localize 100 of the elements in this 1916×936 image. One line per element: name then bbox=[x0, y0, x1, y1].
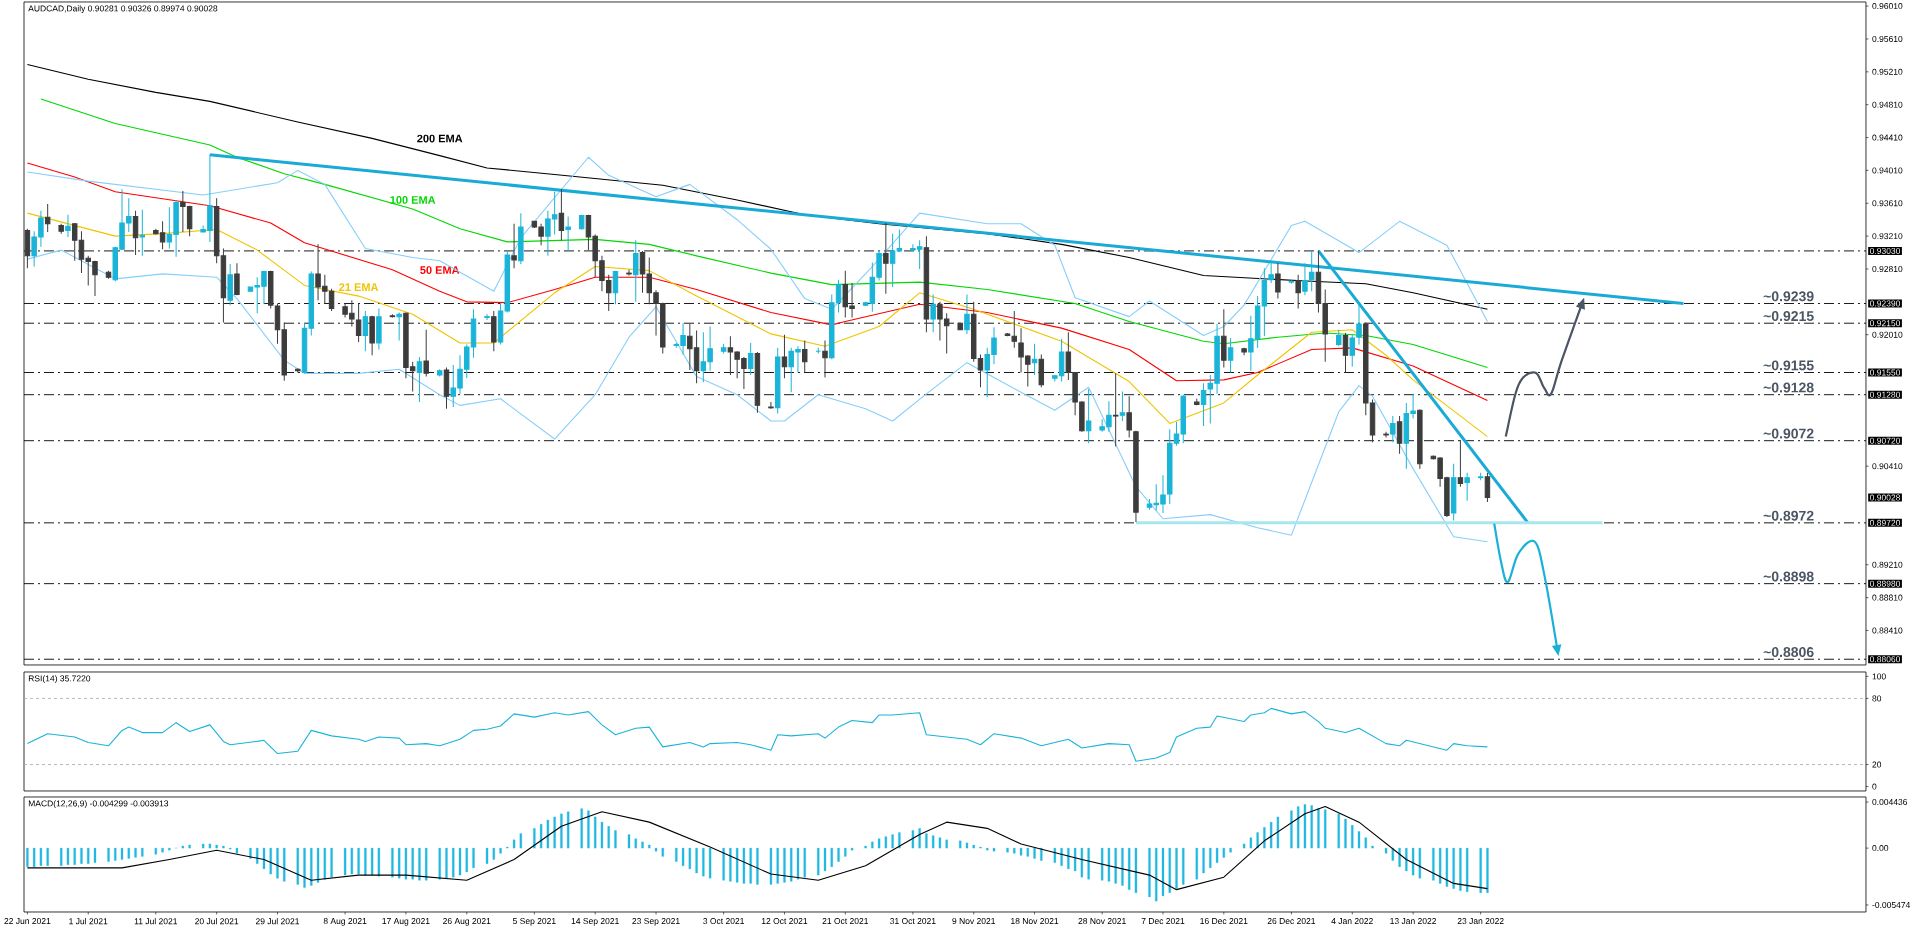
ref-line-label: ~0.9215 bbox=[1763, 311, 1814, 322]
bar bbox=[864, 845, 867, 849]
bar bbox=[1155, 847, 1158, 902]
bar bbox=[1168, 847, 1171, 893]
bar bbox=[39, 847, 43, 866]
bar bbox=[161, 847, 164, 853]
bar bbox=[627, 834, 631, 849]
bar bbox=[1229, 847, 1232, 853]
line-series bbox=[40, 98, 1488, 369]
candlestick bbox=[565, 215, 571, 252]
y-tick-label: -0.005474 bbox=[1872, 901, 1911, 908]
y-tick-label: 0.00 bbox=[1872, 845, 1889, 852]
bar bbox=[729, 847, 732, 882]
bar bbox=[492, 847, 495, 860]
bar bbox=[837, 847, 840, 862]
bar bbox=[201, 843, 205, 849]
bar bbox=[648, 844, 651, 849]
bar bbox=[1486, 847, 1489, 893]
candlestick bbox=[1112, 372, 1119, 447]
bar bbox=[742, 847, 746, 884]
bar bbox=[654, 847, 658, 852]
bar bbox=[580, 808, 583, 849]
bar bbox=[891, 834, 894, 849]
candlestick bbox=[1302, 262, 1308, 296]
series-label: 200 EMA bbox=[417, 134, 463, 143]
bar bbox=[499, 847, 502, 854]
bar bbox=[803, 847, 806, 878]
line-series bbox=[26, 806, 1488, 891]
bar bbox=[1418, 847, 1421, 879]
text: 0.90028 bbox=[1870, 494, 1901, 501]
ref-line-label: ~0.8972 bbox=[1763, 510, 1814, 521]
bar bbox=[134, 847, 137, 858]
text: 0.88060 bbox=[1870, 656, 1901, 663]
candlestick bbox=[781, 334, 788, 379]
bar bbox=[1452, 847, 1455, 889]
line-series bbox=[26, 212, 1488, 438]
text: 0.90720 bbox=[1870, 437, 1901, 444]
bar bbox=[262, 847, 266, 870]
bar bbox=[1432, 847, 1435, 881]
bar bbox=[938, 837, 942, 849]
bar bbox=[790, 847, 793, 882]
x-tick-label: 18 Nov 2021 bbox=[1011, 918, 1059, 925]
candlestick bbox=[612, 270, 619, 305]
bar bbox=[391, 847, 394, 878]
candlestick bbox=[802, 339, 808, 374]
line-series bbox=[26, 156, 1488, 337]
bar bbox=[276, 847, 279, 879]
bar bbox=[80, 847, 83, 864]
candlestick bbox=[558, 188, 565, 241]
bar bbox=[1026, 847, 1029, 857]
candlestick bbox=[964, 293, 970, 335]
bar bbox=[256, 847, 259, 864]
candlestick bbox=[511, 223, 517, 269]
candlestick bbox=[1221, 308, 1227, 369]
bar bbox=[749, 847, 752, 884]
bar bbox=[438, 847, 441, 880]
bar bbox=[959, 840, 962, 849]
bar bbox=[458, 847, 462, 876]
candlestick bbox=[1126, 395, 1132, 438]
bar bbox=[708, 847, 712, 879]
candlestick bbox=[1390, 415, 1396, 443]
bar bbox=[343, 847, 347, 876]
bar bbox=[796, 847, 800, 880]
x-tick-label: 14 Sep 2021 bbox=[571, 918, 619, 926]
y-tick-label: 0.95610 bbox=[1872, 35, 1903, 42]
bar bbox=[1121, 847, 1124, 886]
bar bbox=[310, 847, 313, 886]
y-tick-label: 0.93610 bbox=[1872, 200, 1903, 207]
bar bbox=[871, 841, 874, 849]
text: 0.91280 bbox=[1870, 391, 1901, 398]
y-tick-label: 100 bbox=[1872, 673, 1886, 680]
candlestick bbox=[626, 269, 632, 277]
y-tick-label: 0.92010 bbox=[1872, 331, 1903, 338]
y-tick-label: 0.94810 bbox=[1872, 101, 1903, 108]
ref-line-label: ~0.9155 bbox=[1763, 360, 1814, 371]
bar bbox=[181, 845, 185, 849]
candlestick bbox=[1227, 337, 1234, 374]
bar bbox=[992, 847, 996, 852]
bar bbox=[1019, 847, 1023, 856]
bar bbox=[93, 847, 97, 863]
bar bbox=[452, 847, 455, 878]
bar bbox=[877, 838, 881, 849]
bar bbox=[512, 839, 516, 849]
bar bbox=[1364, 837, 1367, 849]
bar bbox=[66, 847, 70, 865]
text: 0.93030 bbox=[1870, 247, 1901, 254]
bar bbox=[404, 847, 408, 880]
ref-line-label: ~0.8898 bbox=[1763, 571, 1814, 582]
bar bbox=[1128, 847, 1131, 890]
x-tick-label: 23 Sep 2021 bbox=[632, 918, 680, 926]
candlestick bbox=[44, 203, 51, 233]
bar bbox=[1479, 847, 1482, 893]
bar bbox=[1067, 847, 1070, 870]
y-tick-label: 0.94010 bbox=[1872, 167, 1903, 174]
bar bbox=[425, 847, 428, 881]
bar bbox=[445, 847, 448, 879]
candlestick bbox=[362, 310, 369, 352]
bar bbox=[965, 842, 969, 849]
bar bbox=[600, 821, 604, 849]
bar bbox=[594, 816, 597, 849]
